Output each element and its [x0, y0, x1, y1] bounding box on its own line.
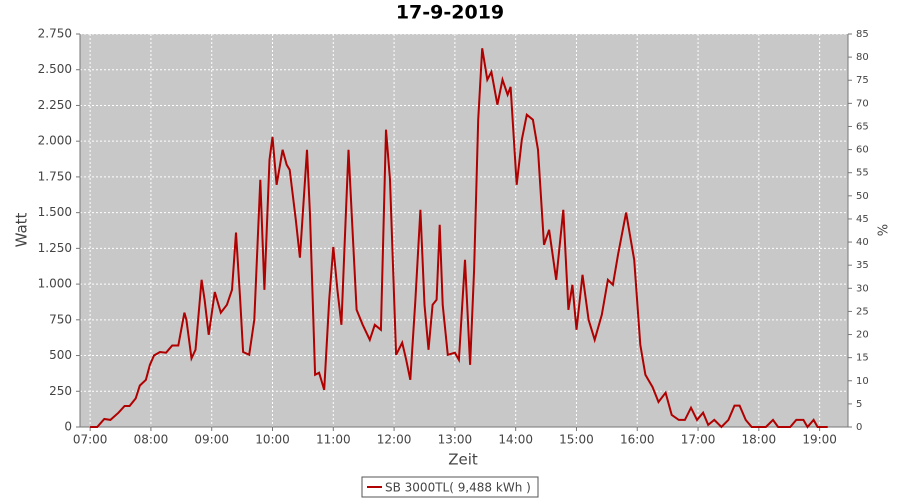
- x-tick-label: 07:00: [73, 433, 108, 447]
- x-tick-label: 12:00: [377, 433, 412, 447]
- y2-tick-label: 15: [856, 353, 869, 364]
- y-tick-label: 1.250: [38, 241, 72, 255]
- x-axis-title: Zeit: [448, 451, 478, 469]
- y2-tick-label: 45: [856, 214, 869, 225]
- y2-tick-label: 55: [856, 168, 869, 179]
- y-tick-label: 1.750: [38, 169, 72, 183]
- y-tick-label: 1.000: [38, 277, 72, 291]
- y2-tick-label: 60: [856, 145, 869, 156]
- y-tick-label: 2.250: [38, 98, 72, 112]
- y2-tick-label: 5: [856, 399, 862, 410]
- y-tick-label: 1.500: [38, 205, 72, 219]
- y2-tick-label: 65: [856, 121, 869, 132]
- y2-tick-label: 50: [856, 191, 869, 202]
- y2-tick-label: 35: [856, 260, 869, 271]
- y2-tick-label: 40: [856, 237, 869, 248]
- y2-tick-label: 10: [856, 376, 869, 387]
- x-tick-label: 18:00: [742, 433, 777, 447]
- x-tick-label: 14:00: [498, 433, 533, 447]
- x-tick-label: 17:00: [681, 433, 716, 447]
- x-tick-label: 11:00: [316, 433, 351, 447]
- y2-axis-title: %: [877, 224, 892, 236]
- chart-title: 17-9-2019: [396, 2, 504, 24]
- series-line: [90, 48, 828, 429]
- y2-tick-label: 0: [856, 422, 862, 433]
- y-tick-label: 500: [49, 348, 72, 362]
- y2-tick-label: 85: [856, 29, 869, 40]
- y-tick-label: 0: [64, 420, 72, 434]
- x-tick-label: 15:00: [559, 433, 594, 447]
- y2-tick-label: 30: [856, 283, 869, 294]
- y-tick-label: 250: [49, 384, 72, 398]
- plot-area: [80, 34, 848, 427]
- y2-tick-label: 70: [856, 98, 869, 109]
- y2-tick-label: 80: [856, 52, 869, 63]
- y-tick-label: 750: [49, 312, 72, 326]
- y2-tick-label: 75: [856, 75, 869, 86]
- y2-tick-label: 25: [856, 306, 869, 317]
- y-tick-label: 2.750: [38, 27, 72, 41]
- y-tick-label: 2.500: [38, 62, 72, 76]
- legend-label: SB 3000TL( 9,488 kWh ): [385, 481, 531, 495]
- x-tick-label: 10:00: [255, 433, 290, 447]
- y2-tick-label: 20: [856, 330, 869, 341]
- y-axis-title: Watt: [13, 212, 31, 247]
- x-tick-label: 13:00: [438, 433, 473, 447]
- y-tick-label: 2.000: [38, 134, 72, 148]
- x-tick-label: 19:00: [802, 433, 837, 447]
- legend-box: [361, 476, 539, 498]
- x-tick-label: 08:00: [134, 433, 169, 447]
- x-tick-label: 16:00: [620, 433, 655, 447]
- x-tick-label: 09:00: [194, 433, 229, 447]
